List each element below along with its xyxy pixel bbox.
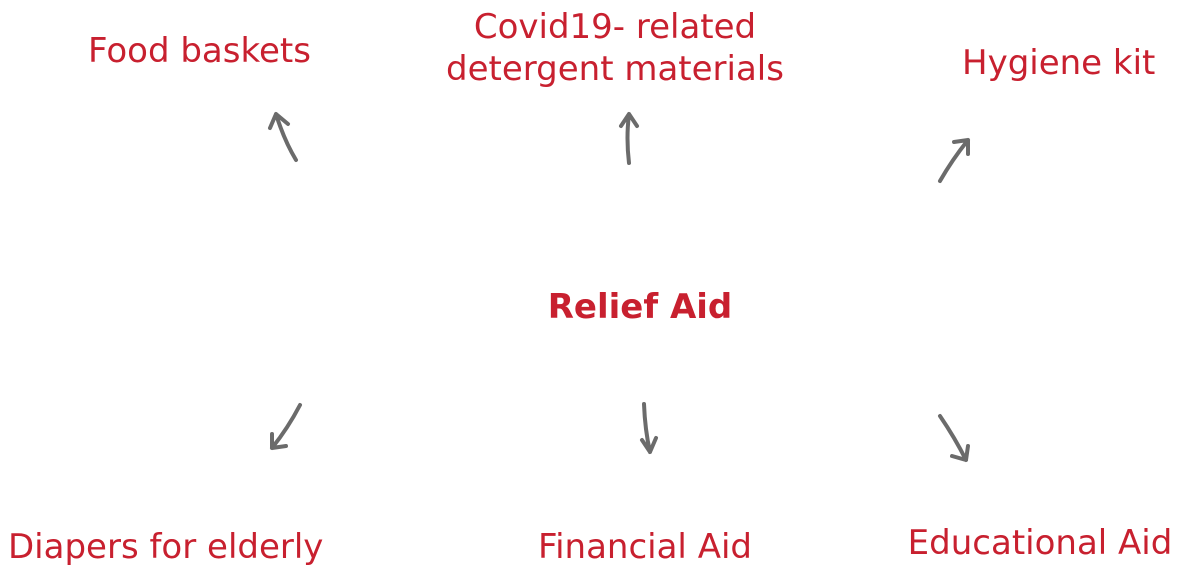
node-label: Food baskets bbox=[88, 31, 311, 71]
node-label: Diapers for elderly bbox=[8, 527, 323, 567]
node-label: Educational Aid bbox=[908, 523, 1173, 563]
center-label: Relief Aid bbox=[548, 287, 733, 327]
node-label: Covid19- related bbox=[474, 7, 756, 47]
node-label: Hygiene kit bbox=[962, 43, 1155, 83]
node-label: Financial Aid bbox=[538, 527, 752, 567]
node-label: detergent materials bbox=[446, 49, 784, 89]
arrows bbox=[268, 112, 970, 462]
